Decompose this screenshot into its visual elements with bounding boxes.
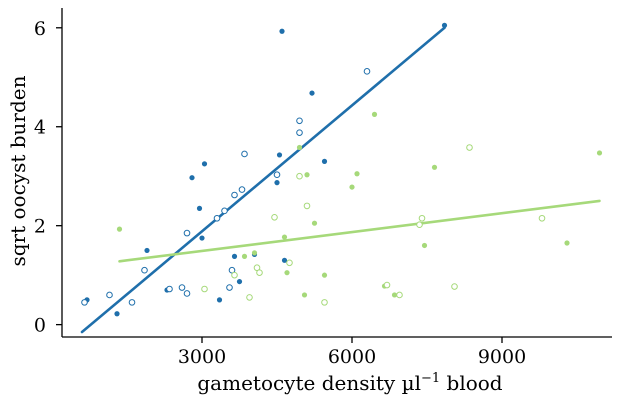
data-point-hollow [286, 259, 293, 267]
x-axis-label: gametocyte density µl−1 blood [197, 371, 502, 395]
data-point-filled [349, 184, 355, 190]
data-point-filled [279, 28, 285, 34]
data-point-hollow [416, 221, 423, 228]
data-point-hollow [106, 291, 113, 299]
data-point-hollow [81, 299, 88, 306]
data-point-hollow [296, 129, 303, 136]
data-point-filled [354, 171, 360, 177]
data-point-filled [216, 297, 223, 303]
x-tick-label: 6000 [328, 346, 376, 368]
data-point-filled [281, 234, 288, 240]
data-point-hollow [321, 299, 328, 306]
data-point-hollow [271, 213, 278, 221]
data-point-filled [241, 253, 248, 259]
data-point-hollow [418, 214, 426, 222]
data-point-filled [114, 311, 120, 317]
data-point-filled [309, 90, 315, 96]
y-tick-label: 2 [34, 216, 46, 238]
y-tick-label: 4 [34, 117, 46, 139]
data-point-hollow [296, 117, 303, 125]
plot-area [80, 22, 603, 334]
trend-line [118, 199, 601, 263]
trend-line [80, 26, 446, 334]
data-point-filled [596, 150, 603, 156]
data-point-hollow [396, 291, 403, 299]
data-point-filled [236, 278, 243, 285]
data-point-filled [196, 205, 203, 211]
axes [61, 8, 612, 338]
data-point-filled [189, 175, 195, 181]
data-point-filled [371, 111, 378, 117]
data-point-filled [564, 240, 570, 246]
data-point-filled [116, 226, 123, 232]
data-point-hollow [451, 283, 458, 290]
data-point-hollow [231, 191, 238, 199]
data-point-filled [296, 144, 303, 151]
data-point-hollow [303, 202, 311, 210]
data-point-filled [441, 22, 448, 28]
data-point-hollow [273, 171, 281, 179]
data-point-hollow [296, 172, 303, 180]
y-tick-label: 0 [34, 315, 46, 337]
data-point-hollow [246, 294, 253, 301]
data-point-hollow [128, 299, 136, 306]
series-1 [80, 22, 448, 334]
data-point-hollow [183, 229, 191, 237]
data-point-hollow [226, 284, 233, 291]
data-point-hollow [166, 285, 173, 293]
data-point-filled [251, 250, 258, 256]
data-point-hollow [466, 144, 473, 151]
data-point-hollow [231, 271, 238, 279]
data-point-filled [321, 272, 328, 278]
data-point-filled [321, 158, 328, 164]
data-point-hollow [141, 266, 148, 274]
tick-marks: 3000 6000 9000 0 2 4 6 [34, 18, 526, 368]
data-point-filled [301, 292, 308, 298]
data-point-filled [311, 220, 318, 226]
data-point-filled [199, 235, 205, 241]
x-tick-label: 3000 [178, 346, 226, 368]
data-point-filled [281, 257, 288, 263]
x-tick-label: 9000 [478, 346, 526, 368]
data-point-hollow [201, 285, 208, 293]
data-point-hollow [538, 214, 546, 222]
y-axis-label: sqrt oocyst burden [6, 75, 30, 266]
data-point-filled [431, 164, 438, 170]
data-point-filled [304, 172, 310, 178]
data-point-filled [144, 247, 150, 254]
data-point-hollow [363, 68, 371, 75]
data-point-filled [201, 161, 208, 167]
data-point-hollow [213, 214, 221, 222]
data-point-filled [284, 270, 290, 276]
data-point-hollow [383, 281, 391, 289]
data-point-hollow [238, 186, 246, 193]
data-point-filled [274, 180, 280, 186]
data-point-hollow [241, 150, 248, 158]
data-point-hollow [221, 207, 228, 215]
y-tick-label: 6 [34, 18, 46, 40]
data-point-hollow [178, 284, 186, 291]
data-point-filled [391, 292, 398, 298]
data-point-hollow [183, 290, 191, 297]
data-point-filled [231, 253, 238, 259]
data-point-filled [276, 152, 283, 158]
data-point-hollow [256, 269, 263, 276]
data-point-filled [421, 242, 428, 249]
series-2 [116, 111, 603, 306]
